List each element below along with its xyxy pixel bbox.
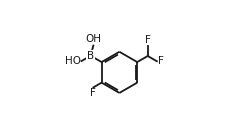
Text: HO: HO (65, 56, 81, 66)
Text: B: B (87, 51, 94, 61)
Text: F: F (145, 35, 151, 45)
Text: F: F (158, 56, 164, 66)
Text: F: F (90, 88, 96, 98)
Text: OH: OH (85, 34, 101, 44)
